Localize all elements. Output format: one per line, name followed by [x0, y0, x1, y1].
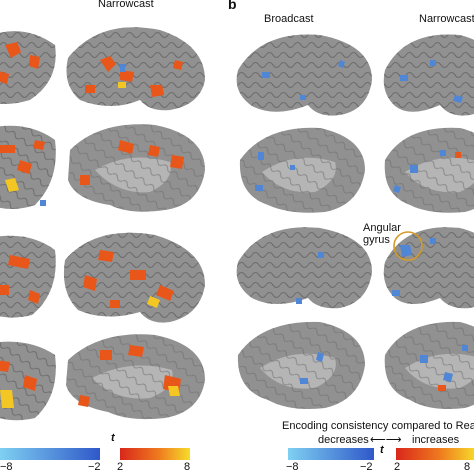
left-column-header: Narrowcast — [98, 0, 154, 10]
left-tick-neg8: −8 — [0, 461, 13, 473]
left-panel-brains — [0, 27, 206, 421]
right-panel-brains — [236, 34, 474, 409]
legend-title: Encoding consistency compared to Read — [282, 420, 474, 432]
left-orange-colorbar — [120, 448, 190, 460]
broadcast-column-header: Broadcast — [264, 13, 314, 25]
left-blue-colorbar — [0, 448, 100, 460]
legend-decreases: decreases — [318, 434, 369, 446]
angular-gyrus-circle — [393, 231, 423, 261]
right-tick-neg2: −2 — [360, 461, 373, 473]
right-panel-activations — [255, 60, 468, 391]
left-tick-neg2: −2 — [88, 461, 101, 473]
legend-increases: increases — [412, 434, 460, 446]
angular-gyrus-label: Angular gyrus — [363, 222, 401, 246]
left-colorbar-t-label: t — [111, 432, 115, 444]
right-tick-2: 2 — [394, 461, 401, 473]
left-panel-activations — [0, 42, 184, 408]
right-tick-8: 8 — [464, 461, 471, 473]
right-orange-colorbar — [396, 448, 474, 460]
left-tick-8: 8 — [184, 461, 191, 473]
left-tick-2: 2 — [117, 461, 124, 473]
right-colorbar-t-label: t — [380, 444, 384, 456]
narrowcast-column-header: Narrowcast — [419, 13, 474, 25]
legend-arrow: ⟵⟶ — [370, 434, 402, 446]
right-blue-colorbar — [288, 448, 374, 460]
panel-b-label: b — [228, 0, 237, 12]
right-tick-neg8: −8 — [286, 461, 299, 473]
